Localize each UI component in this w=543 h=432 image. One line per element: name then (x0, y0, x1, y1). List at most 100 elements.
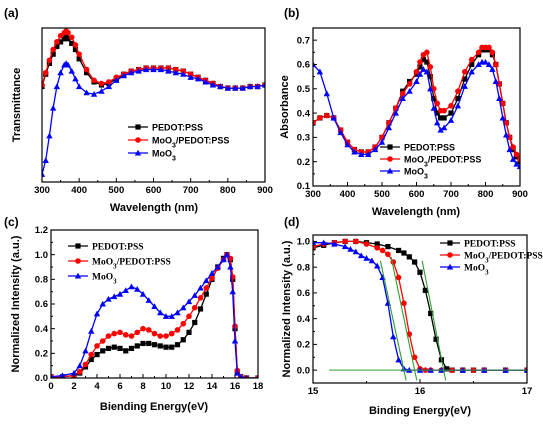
data-point (59, 372, 66, 378)
legend-entry-label: MoO3 (464, 263, 489, 276)
data-point (111, 344, 117, 350)
data-point (57, 69, 64, 76)
data-point (423, 68, 431, 75)
data-point (513, 160, 520, 167)
data-point (437, 126, 444, 133)
series-group (313, 44, 520, 170)
data-point (503, 120, 510, 126)
y-axis-title: Normalized Intensity (a.u.) (10, 235, 22, 372)
data-point (317, 115, 323, 121)
data-point (323, 90, 330, 97)
data-point (57, 32, 64, 39)
data-point (128, 69, 135, 76)
data-point (234, 369, 241, 376)
data-point (344, 141, 351, 148)
data-point (424, 49, 430, 56)
data-point (392, 109, 399, 116)
y-axis-title: Transmittance (11, 68, 23, 143)
data-point (54, 39, 60, 45)
data-point (187, 74, 194, 80)
data-point (76, 369, 83, 375)
data-point (163, 344, 169, 350)
x-tick-label: 500 (374, 189, 390, 200)
data-point (401, 250, 407, 256)
data-point (117, 345, 123, 351)
y-tick-label: 0.3 (297, 133, 310, 144)
data-point (352, 248, 359, 255)
data-point (509, 156, 517, 162)
data-point (510, 144, 516, 150)
data-point (406, 254, 412, 260)
x-tick-label: 18 (253, 381, 264, 392)
data-point (88, 351, 95, 358)
data-point (94, 343, 100, 349)
series-group (313, 238, 527, 381)
data-point (413, 68, 420, 75)
y-tick-label: 0.4 (35, 324, 49, 335)
data-point (347, 245, 354, 252)
data-point (53, 83, 61, 90)
data-point (420, 57, 426, 63)
y-tick-label: 0.4 (297, 108, 311, 119)
y-tick-label: 0.7 (297, 35, 310, 46)
data-point (209, 275, 215, 281)
x-tick-label: 400 (340, 189, 356, 200)
data-point (239, 84, 246, 91)
data-point (395, 274, 402, 281)
data-point (191, 292, 198, 298)
x-tick-label: 2 (71, 381, 76, 392)
y-tick-label: 1.2 (35, 225, 48, 236)
data-point (99, 338, 106, 344)
data-point (76, 362, 83, 369)
data-point (91, 77, 97, 84)
data-point (385, 124, 393, 131)
data-point (123, 348, 129, 354)
data-point (489, 66, 496, 72)
data-point (434, 119, 441, 126)
x-tick-label: 12 (184, 381, 195, 392)
data-point (202, 78, 209, 85)
data-point (82, 347, 89, 354)
data-point (413, 78, 420, 85)
data-point (412, 259, 418, 265)
data-point (162, 313, 170, 319)
data-point (120, 72, 127, 79)
data-point (424, 59, 430, 65)
data-point (441, 107, 447, 114)
data-point (401, 300, 407, 307)
data-point (486, 44, 492, 51)
legend-entry-label: MoO3/PEDOT:PSS (152, 135, 229, 149)
data-point (145, 327, 152, 333)
data-point (197, 306, 204, 312)
data-point (94, 351, 100, 358)
legend-swatch-marker (75, 258, 81, 264)
data-point (374, 241, 380, 247)
panel-label: (b) (284, 6, 299, 20)
data-point (142, 66, 150, 73)
data-point (174, 309, 181, 316)
data-point (316, 68, 324, 75)
data-point (146, 340, 152, 347)
data-point (489, 49, 496, 56)
data-point (363, 241, 370, 247)
legend-entry-label: MoO3/PEDOT:PSS (464, 251, 543, 264)
data-point (454, 102, 462, 109)
data-point (197, 295, 204, 301)
data-point (50, 51, 56, 57)
data-point (482, 58, 489, 65)
data-point (374, 262, 381, 269)
y-tick-label: 0.2 (297, 157, 310, 168)
data-point (499, 100, 506, 107)
data-point (324, 112, 330, 119)
x-tick-label: 700 (443, 189, 459, 200)
data-point (411, 354, 418, 361)
x-tick-label: 14 (207, 381, 218, 392)
data-point (214, 263, 221, 270)
data-point (441, 115, 447, 121)
x-tick-label: 600 (409, 189, 425, 200)
data-point (122, 332, 129, 338)
data-point (46, 57, 53, 64)
legend-swatch-marker (386, 167, 394, 174)
